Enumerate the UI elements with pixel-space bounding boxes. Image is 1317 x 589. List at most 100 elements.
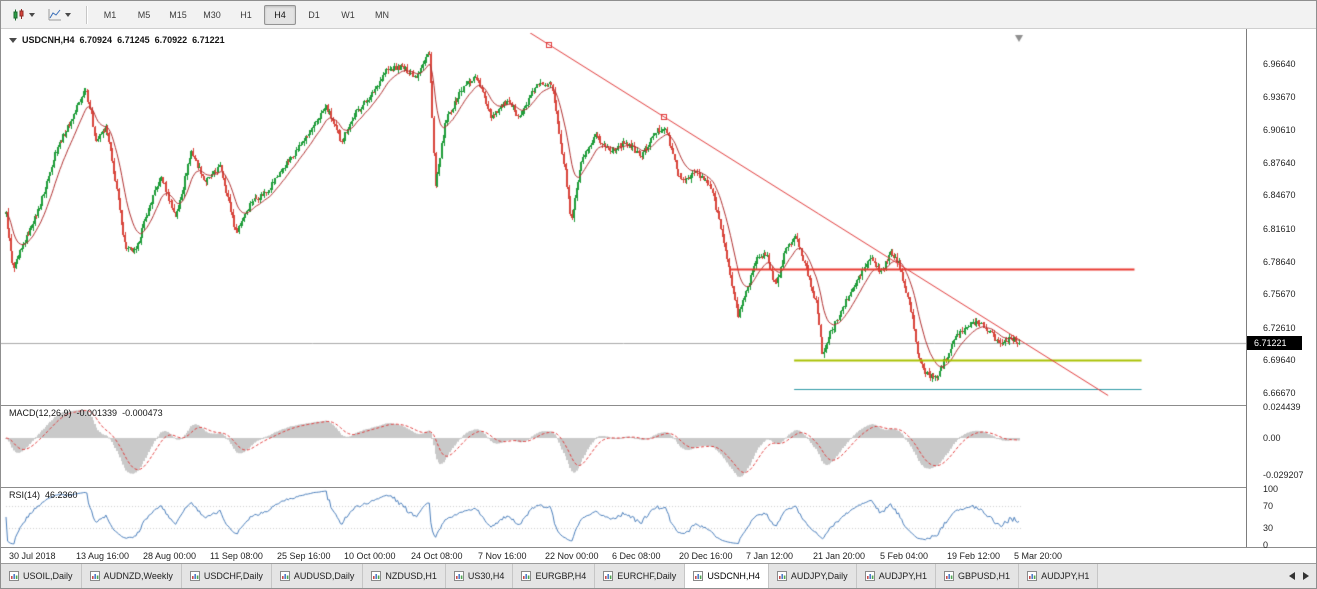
chart-tab-usdcnh-h4[interactable]: USDCNH,H4	[685, 564, 769, 588]
chart-tab-label: AUDNZD,Weekly	[103, 571, 173, 581]
chart-tab-gbpusd-h1[interactable]: GBPUSD,H1	[936, 564, 1020, 588]
time-axis-label: 28 Aug 00:00	[143, 551, 197, 561]
chart-tab-usoil-daily[interactable]: USOIL,Daily	[1, 564, 82, 588]
toolbar-separator	[86, 5, 87, 24]
symbol-label: USDCNH,H4	[22, 35, 75, 45]
macd-axis-label: 0.024439	[1263, 401, 1301, 412]
chart-tab-label: NZDUSD,H1	[385, 571, 437, 581]
rsi-value: 46.2360	[45, 490, 78, 500]
chart-tab-label: US30,H4	[467, 571, 505, 581]
tab-scroll-controls	[1280, 564, 1316, 588]
line-chart-icon	[48, 8, 61, 20]
low-value: 6.70922	[154, 35, 188, 45]
time-axis-label: 25 Sep 16:00	[277, 551, 331, 561]
chart-tab-label: AUDJPY,H1	[878, 571, 928, 581]
chart-tab-icon	[944, 571, 955, 581]
price-axis-label: 6.81610	[1263, 223, 1296, 234]
chart-tab-icon	[864, 571, 875, 581]
chart-tab-eurchf-daily[interactable]: EURCHF,Daily	[595, 564, 686, 588]
chart-tab-audnzd-weekly[interactable]: AUDNZD,Weekly	[81, 564, 182, 588]
tab-scroll-right-icon[interactable]	[1303, 572, 1309, 580]
time-axis-label: 6 Dec 08:00	[612, 551, 661, 561]
time-axis-label: 19 Feb 12:00	[947, 551, 1001, 561]
time-axis-label: 7 Jan 12:00	[746, 551, 794, 561]
current-price-tag: 6.71221	[1247, 336, 1302, 351]
chart-tab-nzdusd-h1[interactable]: NZDUSD,H1	[363, 564, 446, 588]
chart-tab-audjpy-h1[interactable]: AUDJPY,H1	[856, 564, 937, 588]
chart-tab-label: AUDJPY,H1	[1041, 571, 1090, 581]
macd-axis-label: 0.00	[1263, 433, 1281, 443]
price-axis-label: 6.66670	[1263, 388, 1296, 398]
chart-tab-audjpy-daily[interactable]: AUDJPY,Daily	[768, 564, 857, 588]
rsi-label: RSI(14) 46.2360	[9, 490, 78, 500]
timeframe-button-h4[interactable]: H4	[264, 4, 296, 25]
macd-name: MACD(12,26,9)	[9, 408, 72, 418]
rsi-axis-label: 0	[1263, 540, 1269, 550]
chart-tab-label: USDCHF,Daily	[203, 571, 263, 581]
price-axis-label: 6.78640	[1263, 256, 1296, 267]
price-axis-label: 6.93670	[1263, 91, 1296, 102]
macd-main-value: -0.001339	[76, 408, 118, 418]
chart-tab-icon	[776, 571, 787, 581]
chart-region: USDCNH,H4 6.70924 6.71245 6.70922 6.7122…	[1, 29, 1316, 565]
template-dropdown[interactable]	[43, 5, 76, 25]
chart-tab-icon	[189, 571, 200, 581]
chart-tab-icon	[521, 571, 532, 581]
timeframe-buttons: M1 M5 M15 M30 H1 H4 D1 W1 MN	[94, 4, 398, 25]
close-value: 6.71221	[192, 35, 225, 45]
timeframe-button-d1[interactable]: D1	[308, 9, 320, 20]
caret-down-icon	[29, 12, 35, 17]
timeframe-button-m30[interactable]: M30	[203, 9, 221, 20]
timeframe-button-w1[interactable]: W1	[341, 9, 355, 20]
toolbar: M1 M5 M15 M30 H1 H4 D1 W1 MN	[1, 1, 1316, 29]
chart-tab-audusd-daily[interactable]: AUDUSD,Daily	[271, 564, 364, 588]
chart-tab-icon	[371, 571, 382, 581]
chart-tab-icon	[453, 571, 464, 581]
price-axis-label: 6.84670	[1263, 190, 1296, 201]
chart-tab-icon	[693, 571, 704, 581]
chart-tab-icon	[1027, 571, 1038, 581]
time-axis-label: 21 Jan 20:00	[813, 551, 866, 561]
rsi-axis-label: 70	[1263, 500, 1274, 511]
collapse-triangle-icon[interactable]	[9, 37, 17, 43]
chart-tab-eurgbp-h4[interactable]: EURGBP,H4	[513, 564, 596, 588]
chart-tab-label: GBPUSD,H1	[958, 571, 1011, 581]
timeframe-button-m15[interactable]: M15	[169, 9, 187, 20]
price-axis[interactable]: 6.71221 6.96640 6.93670 6.90610 6.87640 6.84…	[1246, 29, 1316, 550]
chart-title: USDCNH,H4 6.70924 6.71245 6.70922 6.7122…	[9, 35, 225, 45]
tab-scroll-left-icon[interactable]	[1289, 572, 1295, 580]
panel-separator[interactable]	[1, 405, 1316, 406]
chart-tab-icon	[89, 571, 100, 581]
macd-signal-value: -0.000473	[122, 408, 163, 418]
timeframe-button-mn[interactable]: MN	[375, 9, 389, 20]
price-axis-label: 6.90610	[1263, 125, 1296, 136]
timeframe-button-h1[interactable]: H1	[240, 9, 252, 20]
rsi-axis-label: 30	[1263, 523, 1274, 534]
chart-type-dropdown[interactable]	[7, 5, 40, 25]
rsi-name: RSI(14)	[9, 490, 41, 500]
time-axis-label: 20 Dec 16:00	[679, 551, 733, 561]
macd-axis-label: -0.029207	[1263, 470, 1304, 481]
chart-tab-label: EURGBP,H4	[535, 571, 587, 581]
panel-separator[interactable]	[1, 547, 1316, 548]
rsi-axis-label: 100	[1263, 484, 1279, 494]
chart-tab-label: AUDUSD,Daily	[293, 571, 355, 581]
chart-tab-us30-h4[interactable]: US30,H4	[445, 564, 514, 588]
timeframe-button-m1[interactable]: M1	[103, 9, 117, 20]
chart-tab-label: USOIL,Daily	[23, 571, 73, 581]
chart-tab-icon	[279, 571, 290, 581]
chart-tab-bar: USOIL,Daily AUDNZD,Weekly USDCHF,Daily AUDU…	[1, 563, 1316, 588]
chart-tab-usdchf-daily[interactable]: USDCHF,Daily	[181, 564, 272, 588]
timeframe-button-m5[interactable]: M5	[137, 9, 151, 20]
candlestick-chart-icon	[13, 8, 24, 20]
panel-separator[interactable]	[1, 487, 1316, 488]
chart-canvas[interactable]	[1, 29, 1246, 547]
chart-tab-audjpy-h1[interactable]: AUDJPY,H1	[1019, 564, 1099, 588]
chart-tab-label: EURCHF,Daily	[617, 571, 677, 581]
macd-label: MACD(12,26,9) -0.001339 -0.000473	[9, 408, 163, 418]
time-axis-label: 30 Jul 2018	[9, 551, 56, 561]
price-axis-label: 6.87640	[1263, 157, 1296, 168]
price-axis-label: 6.96640	[1263, 59, 1296, 69]
open-value: 6.70924	[79, 35, 113, 45]
